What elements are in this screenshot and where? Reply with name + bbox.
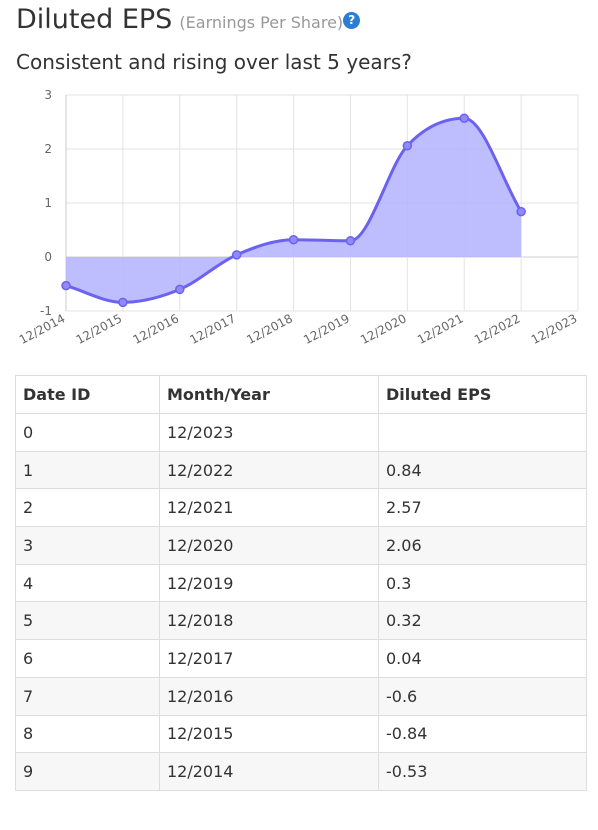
y-tick-label: -1 (40, 304, 52, 318)
table-header-row: Date ID Month/Year Diluted EPS (15, 375, 587, 414)
cell-date-id: 0 (15, 413, 160, 452)
x-tick-label: 12/2015 (74, 311, 125, 347)
cell-date-id: 1 (15, 450, 160, 490)
y-tick-label: 1 (44, 196, 52, 210)
cell-month-year: 12/2014 (159, 752, 379, 791)
cell-date-id: 7 (15, 676, 160, 716)
page-title: Diluted EPS (Earnings Per Share)? (16, 4, 361, 35)
table-row: 0 12/2023 (15, 413, 587, 452)
chart-area-layer (65, 116, 523, 304)
title-main: Diluted EPS (16, 4, 173, 35)
cell-date-id: 5 (15, 601, 160, 641)
cell-date-id: 6 (15, 639, 160, 678)
cell-date-id: 2 (15, 488, 160, 528)
x-tick-label: 12/2022 (472, 311, 523, 347)
column-header-date-id: Date ID (15, 375, 160, 414)
series-line (65, 116, 523, 304)
data-point (402, 141, 413, 151)
cell-diluted-eps: 0.32 (378, 601, 587, 641)
table-row: 6 12/2017 0.04 (15, 639, 587, 678)
eps-table: Date ID Month/Year Diluted EPS 0 12/2023 … (15, 375, 587, 791)
table-row: 8 12/2015 -0.84 (15, 714, 587, 754)
cell-month-year: 12/2018 (159, 601, 379, 641)
cell-date-id: 8 (15, 714, 160, 754)
x-tick-label: 12/2019 (301, 311, 352, 347)
data-point (288, 234, 299, 245)
x-tick-label: 12/2023 (529, 311, 580, 347)
cell-date-id: 4 (15, 563, 160, 603)
cell-diluted-eps: 2.57 (378, 488, 587, 528)
data-point (118, 297, 128, 308)
series-area-fill (66, 118, 522, 303)
cell-month-year: 12/2019 (159, 563, 379, 603)
cell-diluted-eps: 0.3 (378, 563, 587, 603)
data-point (459, 113, 469, 123)
x-tick-label: 12/2018 (244, 311, 295, 347)
column-header-month-year: Month/Year (159, 375, 379, 414)
x-tick-label: 12/2021 (415, 311, 466, 347)
y-tick-label: 0 (44, 250, 52, 264)
cell-month-year: 12/2021 (159, 488, 379, 528)
cell-diluted-eps: 0.84 (378, 450, 587, 490)
data-point (231, 250, 242, 260)
question-text: Consistent and rising over last 5 years? (16, 50, 412, 74)
cell-month-year: 12/2017 (159, 639, 379, 678)
table-row: 4 12/2019 0.3 (15, 563, 587, 603)
table-row: 9 12/2014 -0.53 (15, 752, 587, 791)
cell-diluted-eps: -0.84 (378, 714, 587, 754)
y-tick-label: 3 (44, 88, 52, 102)
data-point (61, 280, 71, 291)
data-point (345, 236, 356, 246)
chart-x-ticks: 12/2014 12/2015 12/2016 12/2017 12/2018 12/20… (17, 311, 580, 347)
cell-month-year: 12/2022 (159, 450, 379, 490)
x-tick-label: 12/2016 (131, 311, 182, 347)
data-point (516, 206, 526, 217)
chart-y-ticks: -1 0 1 2 3 (40, 88, 52, 318)
table-row: 2 12/2021 2.57 (15, 488, 587, 528)
cell-diluted-eps: -0.6 (378, 676, 587, 716)
cell-diluted-eps: 0.04 (378, 639, 587, 678)
chart-points (61, 113, 526, 308)
table-row: 1 12/2022 0.84 (15, 450, 587, 490)
table-row: 5 12/2018 0.32 (15, 601, 587, 641)
x-tick-label: 12/2017 (187, 311, 238, 347)
cell-month-year: 12/2015 (159, 714, 379, 754)
question-circle-icon[interactable]: ? (343, 12, 361, 29)
cell-diluted-eps: -0.53 (378, 752, 587, 791)
y-tick-label: 2 (44, 142, 52, 156)
cell-diluted-eps: 2.06 (378, 526, 587, 565)
eps-area-chart: -1 0 1 2 3 12/2014 12/2015 12/2016 12/2017 12/20… (17, 88, 580, 347)
cell-month-year: 12/2020 (159, 526, 379, 565)
column-header-diluted-eps: Diluted EPS (378, 375, 587, 414)
title-subtitle: (Earnings Per Share) (179, 13, 344, 32)
cell-date-id: 3 (15, 526, 160, 565)
cell-diluted-eps (378, 413, 587, 452)
cell-date-id: 9 (15, 752, 160, 791)
table-row: 3 12/2020 2.06 (15, 526, 587, 565)
cell-month-year: 12/2023 (159, 413, 379, 452)
x-tick-label: 12/2020 (358, 311, 409, 347)
table-row: 7 12/2016 -0.6 (15, 676, 587, 716)
cell-month-year: 12/2016 (159, 676, 379, 716)
data-point (175, 284, 185, 295)
